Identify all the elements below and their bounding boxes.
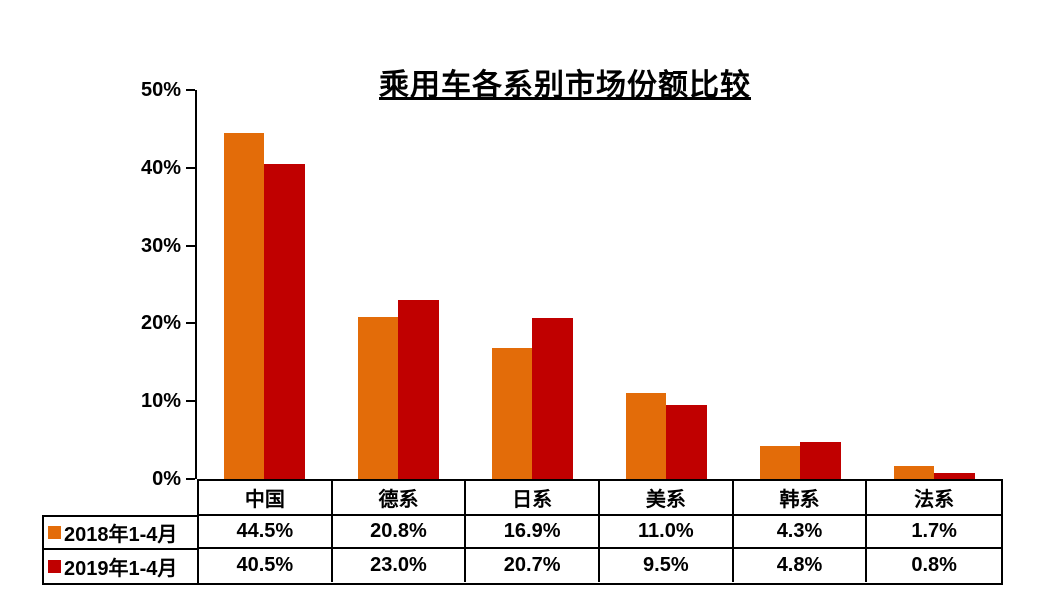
legend-item-2019年1-4月: 2019年1-4月 <box>44 550 197 583</box>
bar-2019年1-4月-德系 <box>398 300 439 479</box>
bar-2018年1-4月-法系 <box>893 465 934 479</box>
y-axis-tick-label: 10% <box>140 390 181 413</box>
table-cell-2019年1-4月-中国: 40.5% <box>199 549 333 582</box>
y-axis-tick <box>186 166 195 169</box>
table-cell-2018年1-4月-法系: 1.7% <box>867 516 1001 549</box>
table-header-法系: 法系 <box>867 481 1001 516</box>
legend-swatch-icon <box>48 526 61 539</box>
table-cell-2019年1-4月-日系: 20.7% <box>466 549 600 582</box>
legend-label: 2019年1-4月 <box>64 558 178 580</box>
table-cell-2018年1-4月-美系: 11.0% <box>600 516 734 549</box>
y-axis-line <box>195 90 197 479</box>
bar-2018年1-4月-中国 <box>223 132 264 479</box>
y-axis-tick <box>186 244 195 247</box>
table-cell-2019年1-4月-韩系: 4.8% <box>734 549 868 582</box>
bar-2019年1-4月-中国 <box>264 163 305 479</box>
table-cell-2019年1-4月-法系: 0.8% <box>911 554 957 576</box>
bar-2018年1-4月-德系 <box>357 317 398 479</box>
table-cell-2018年1-4月-日系: 16.9% <box>466 516 600 549</box>
y-axis-tick-label: 30% <box>140 234 181 257</box>
table-header-韩系: 韩系 <box>733 481 868 516</box>
table-cell-2018年1-4月-中国: 44.5% <box>199 516 333 549</box>
table-cell-2018年1-4月-韩系: 4.3% <box>733 516 868 549</box>
bar-2018年1-4月-美系 <box>625 393 666 479</box>
bar-2018年1-4月-日系 <box>491 347 532 479</box>
table-header-德系: 德系 <box>332 481 467 516</box>
legend-label: 2018年1-4月 <box>64 524 178 546</box>
y-axis-tick-label: 0% <box>152 468 181 490</box>
bar-2018年1-4月-韩系 <box>759 445 800 479</box>
y-axis-tick-label: 50% <box>140 79 181 101</box>
bar-2019年1-4月-法系 <box>934 472 975 479</box>
table-cell-2019年1-4月-美系: 9.5% <box>600 549 734 582</box>
y-axis-tick-label: 40% <box>140 156 181 179</box>
legend-table: 2018年1-4月 2019年1-4月 <box>42 515 197 585</box>
table-header-日系: 日系 <box>466 481 600 516</box>
y-axis-tick <box>186 400 195 403</box>
legend-item-2018年1-4月: 2018年1-4月 <box>44 517 197 550</box>
bar-2019年1-4月-日系 <box>532 317 573 479</box>
table-header-中国: 中国 <box>199 481 333 516</box>
y-axis-tick <box>186 478 195 480</box>
table-cell-2019年1-4月-德系: 23.0% <box>333 549 467 582</box>
bar-2019年1-4月-韩系 <box>800 441 841 479</box>
legend-swatch-icon <box>48 560 61 573</box>
table-cell-2018年1-4月-德系: 20.8% <box>332 516 467 549</box>
y-axis-tick-label: 20% <box>140 312 181 335</box>
data-table: 中国 德系 日系 美系 韩系 法系 44.5% 20.8% 16.9% 11.0% 4.3% 1.7%… <box>197 479 1003 585</box>
bar-2019年1-4月-美系 <box>666 405 707 479</box>
y-axis-tick <box>186 89 195 91</box>
y-axis-tick <box>186 322 195 325</box>
table-header-美系: 美系 <box>600 481 734 516</box>
chart-title: 乘用车各系别市场份额比较 <box>379 69 751 102</box>
